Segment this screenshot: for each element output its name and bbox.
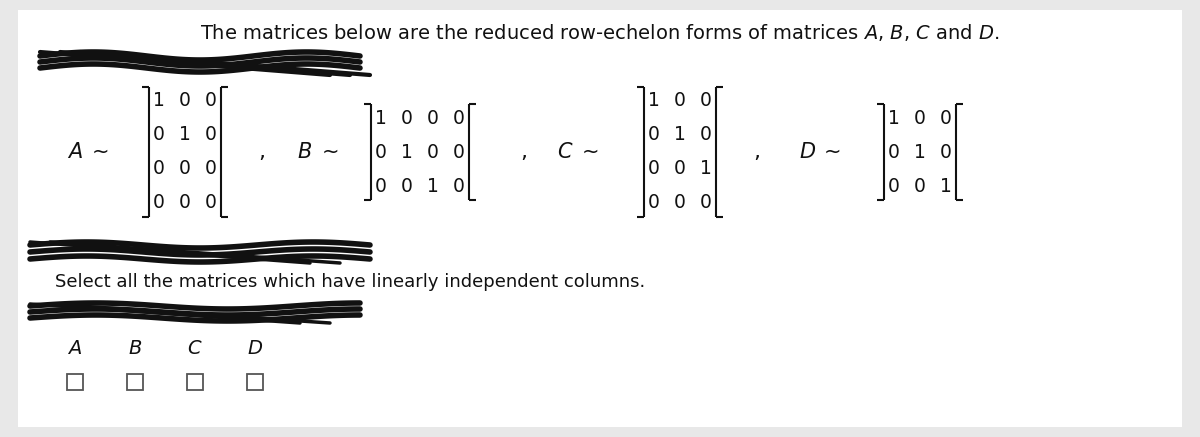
Text: 0: 0 [401,177,413,195]
Text: 1: 1 [179,125,191,145]
Text: 0: 0 [154,160,164,178]
Text: The matrices below are the reduced row-echelon forms of matrices $A$, $B$, $C$ a: The matrices below are the reduced row-e… [200,22,1000,43]
Text: 0: 0 [427,142,439,162]
Text: $A$: $A$ [67,340,83,358]
Text: 0: 0 [674,91,686,111]
Text: 0: 0 [674,160,686,178]
Text: 0: 0 [205,194,217,212]
Text: 1: 1 [940,177,952,195]
Text: 0: 0 [700,91,712,111]
Text: 0: 0 [179,194,191,212]
Text: 0: 0 [205,91,217,111]
Text: 0: 0 [154,125,164,145]
Text: 0: 0 [401,108,413,128]
Text: 0: 0 [940,108,952,128]
Text: 0: 0 [914,108,926,128]
Text: $D$: $D$ [247,340,263,358]
Text: 1: 1 [674,125,686,145]
Text: $A$: $A$ [67,142,83,162]
Text: ~: ~ [581,142,599,162]
Text: ~: ~ [91,142,109,162]
Text: 0: 0 [454,142,464,162]
Text: 1: 1 [376,108,386,128]
Text: 1: 1 [914,142,926,162]
Text: 1: 1 [154,91,164,111]
Bar [67,374,83,390]
Text: 0: 0 [700,125,712,145]
Text: ,: , [754,142,761,162]
Text: $B$: $B$ [128,340,142,358]
Text: 1: 1 [648,91,660,111]
Text: 0: 0 [700,194,712,212]
Text: 0: 0 [454,108,464,128]
Text: 0: 0 [179,160,191,178]
Text: 1: 1 [427,177,439,195]
Text: $D$: $D$ [799,142,816,162]
Text: Select all the matrices which have linearly independent columns.: Select all the matrices which have linea… [55,273,646,291]
Text: 0: 0 [454,177,464,195]
Text: 0: 0 [179,91,191,111]
Text: 1: 1 [888,108,900,128]
Bar [127,374,143,390]
Text: $C$: $C$ [187,340,203,358]
Text: 0: 0 [648,160,660,178]
Text: 0: 0 [888,142,900,162]
Text: 0: 0 [648,125,660,145]
Text: $C$: $C$ [557,142,574,162]
Bar [187,374,203,390]
Text: 1: 1 [700,160,712,178]
Bar [247,374,263,390]
Text: 0: 0 [674,194,686,212]
Text: ~: ~ [322,142,338,162]
Text: 0: 0 [376,142,386,162]
Text: 0: 0 [888,177,900,195]
Text: ,: , [521,142,528,162]
Text: 0: 0 [427,108,439,128]
Text: 0: 0 [914,177,926,195]
Text: ,: , [258,142,265,162]
Text: 0: 0 [205,160,217,178]
Text: 0: 0 [940,142,952,162]
Text: ~: ~ [824,142,841,162]
Text: 0: 0 [648,194,660,212]
Text: 0: 0 [154,194,164,212]
Text: 1: 1 [401,142,413,162]
Text: 0: 0 [376,177,386,195]
Text: $B$: $B$ [298,142,312,162]
Text: 0: 0 [205,125,217,145]
